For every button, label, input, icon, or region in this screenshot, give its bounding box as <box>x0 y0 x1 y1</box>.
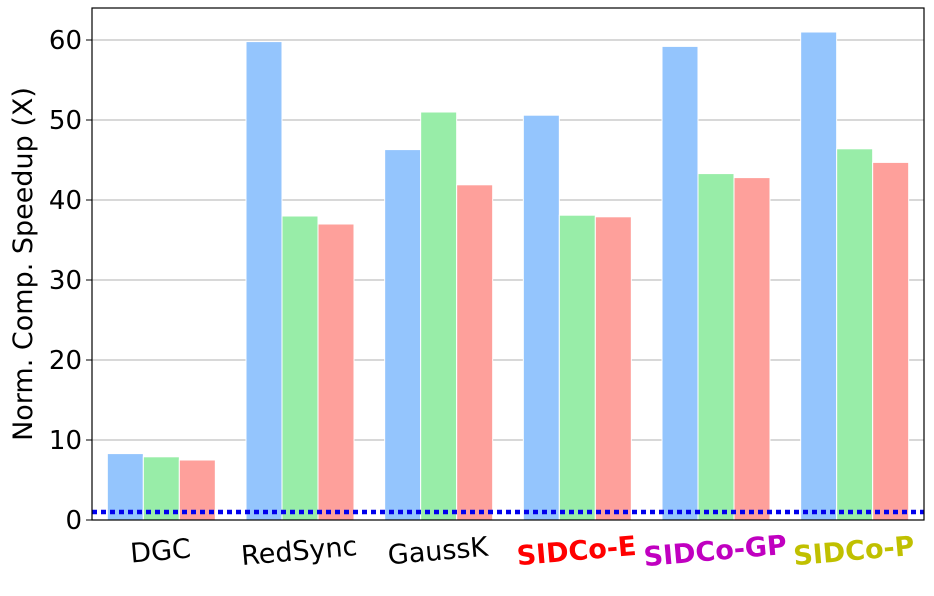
bar-redsync-1 <box>245 41 283 521</box>
bar-gaussk-1 <box>384 149 422 521</box>
bar-gaussk-3 <box>456 184 494 521</box>
bar-sidco-p-1 <box>800 31 838 521</box>
x-category-label: RedSync <box>240 531 359 572</box>
bar-sidco-e-1 <box>522 114 560 521</box>
bar-redsync-3 <box>317 223 355 521</box>
bar-gaussk-2 <box>420 111 458 521</box>
y-tick-label: 30 <box>49 266 82 296</box>
y-tick-label: 50 <box>49 106 82 136</box>
bars <box>106 31 910 521</box>
x-category-label: GaussK <box>387 532 491 572</box>
bar-sidco-p-2 <box>836 148 874 521</box>
y-tick-label: 20 <box>49 346 82 376</box>
bar-redsync-2 <box>281 215 319 521</box>
y-tick-label: 40 <box>49 186 82 216</box>
x-category-label: SIDCo-P <box>792 531 916 572</box>
grid-lines <box>92 39 924 441</box>
bar-sidco-gp-2 <box>697 173 735 521</box>
x-category-label: SIDCo-GP <box>642 530 788 573</box>
bar-sidco-gp-1 <box>661 45 699 521</box>
y-tick-label: 10 <box>49 426 82 456</box>
y-axis-title: Norm. Comp. Speedup (X) <box>8 87 39 441</box>
y-ticks: 0 10 20 30 40 50 60 <box>49 26 92 536</box>
x-category-label: SIDCo-E <box>516 531 638 572</box>
x-category-label: DGC <box>129 533 192 569</box>
x-category-labels: DGC RedSync GaussK SIDCo-E SIDCo-GP SIDCo-P <box>129 530 916 573</box>
bar-sidco-e-2 <box>558 214 596 521</box>
bar-sidco-e-3 <box>594 216 632 521</box>
y-tick-label: 0 <box>65 506 82 536</box>
bar-sidco-p-3 <box>872 161 910 521</box>
plot-frame <box>91 7 925 521</box>
y-tick-label: 60 <box>49 26 82 56</box>
bar-sidco-gp-3 <box>733 177 771 521</box>
